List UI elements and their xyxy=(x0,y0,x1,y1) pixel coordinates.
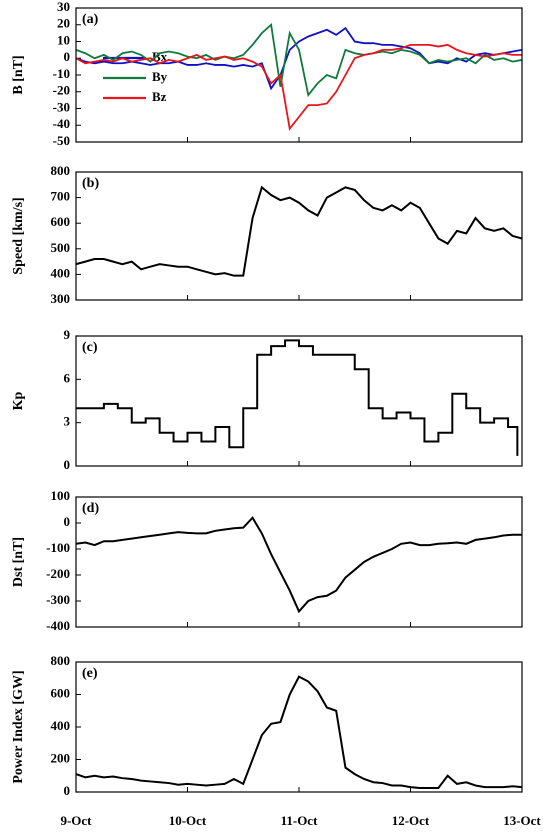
data-line xyxy=(76,675,522,789)
y-tick-label: 500 xyxy=(51,240,71,255)
y-tick-label: -30 xyxy=(53,99,70,114)
panel-label: (a) xyxy=(82,12,99,27)
y-axis-title: Kp xyxy=(11,391,26,410)
x-tick-label: 11-Oct xyxy=(281,813,318,828)
x-tick-label: 12-Oct xyxy=(392,813,430,828)
y-tick-label: 0 xyxy=(64,514,71,529)
panel-label: (c) xyxy=(82,340,98,355)
y-tick-label: 400 xyxy=(51,718,71,733)
y-tick-label: -20 xyxy=(53,83,70,98)
y-tick-label: -10 xyxy=(53,66,70,81)
y-tick-label: 9 xyxy=(64,327,71,342)
y-tick-label: -40 xyxy=(53,116,70,131)
legend-label: By xyxy=(152,69,168,84)
y-axis-title: Dst [nT] xyxy=(11,537,26,587)
y-tick-label: 10 xyxy=(57,32,70,47)
y-tick-label: -50 xyxy=(53,133,70,148)
data-line xyxy=(76,43,522,131)
panel-label: (b) xyxy=(82,176,99,191)
data-line xyxy=(76,185,522,277)
plot-frame xyxy=(75,171,523,301)
y-tick-label: 0 xyxy=(64,49,71,64)
y-axis-title: Power Index [GW] xyxy=(11,670,26,783)
x-tick-label: 10-Oct xyxy=(169,813,207,828)
x-tick-label: 9-Oct xyxy=(60,813,92,828)
y-tick-label: -300 xyxy=(46,592,70,607)
panel-label: (e) xyxy=(82,666,98,681)
y-tick-label: 400 xyxy=(51,265,71,280)
plot-frame xyxy=(75,661,523,793)
data-line xyxy=(76,22,522,98)
y-tick-label: 0 xyxy=(64,783,71,798)
y-axis-title: B [nT] xyxy=(11,55,26,94)
data-line xyxy=(76,339,519,456)
y-tick-label: -100 xyxy=(46,540,70,555)
x-tick-label: 13-Oct xyxy=(503,813,541,828)
panel-label: (d) xyxy=(82,501,99,516)
y-tick-label: 30 xyxy=(57,0,70,14)
y-tick-label: 100 xyxy=(51,488,71,503)
legend-label: Bz xyxy=(152,89,167,104)
y-tick-label: 300 xyxy=(51,291,71,306)
y-tick-label: 0 xyxy=(64,457,71,472)
plot-frame xyxy=(75,496,523,628)
y-tick-label: -400 xyxy=(46,618,70,633)
plot-frame xyxy=(75,7,523,143)
y-tick-label: 3 xyxy=(64,414,71,429)
plot-frame xyxy=(75,335,523,467)
y-axis-title: Speed [km/s] xyxy=(11,197,26,274)
y-tick-label: -200 xyxy=(46,566,70,581)
y-tick-label: 600 xyxy=(51,685,71,700)
data-line xyxy=(76,26,522,91)
y-tick-label: 6 xyxy=(64,370,71,385)
y-tick-label: 700 xyxy=(51,189,71,204)
y-tick-label: 800 xyxy=(51,653,71,668)
y-tick-label: 600 xyxy=(51,214,71,229)
y-tick-label: 20 xyxy=(57,16,70,31)
y-tick-label: 800 xyxy=(51,163,71,178)
y-tick-label: 200 xyxy=(51,750,71,765)
data-line xyxy=(76,516,522,614)
